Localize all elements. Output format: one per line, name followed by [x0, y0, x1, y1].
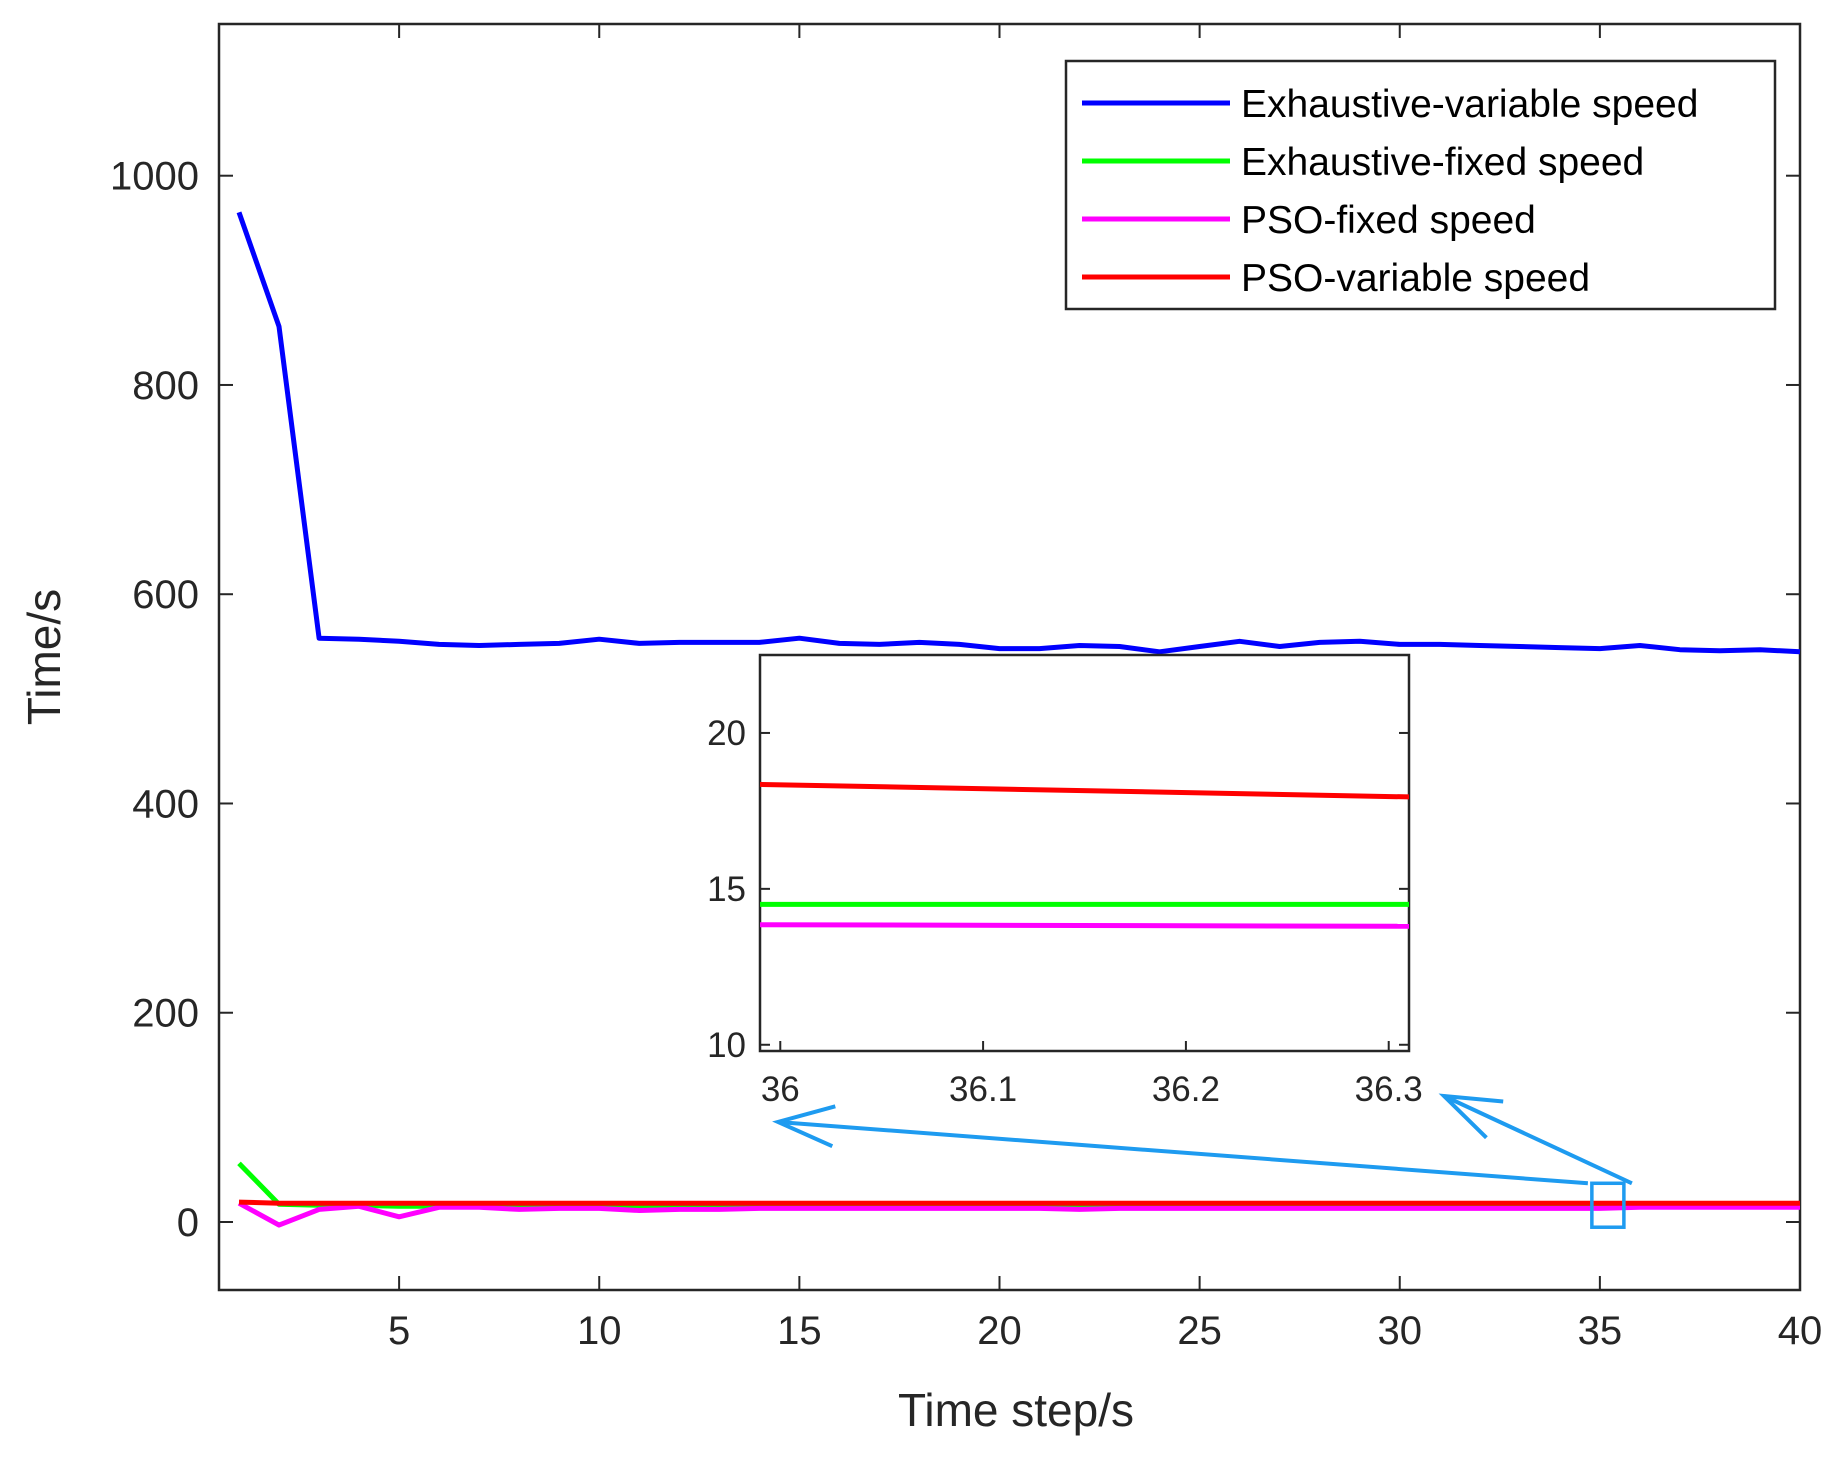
zoom-region-box: [1590, 1181, 1626, 1229]
y-tick-label: 800: [132, 364, 199, 408]
x-tick-label: 5: [388, 1309, 410, 1353]
series-line-exhaustive-variable-speed: [236, 211, 1801, 655]
y-tick-label: 1000: [110, 155, 199, 199]
inset-y-tick-label: 10: [707, 1026, 746, 1065]
inset-axis-ticks: 36 36.1 36.2 36.3 10 15 20: [707, 714, 1423, 1109]
y-tick-label: 400: [132, 782, 199, 826]
legend-label-pso-variable-speed: PSO-variable speed: [1241, 257, 1590, 300]
series-line-pso-fixed-speed: [237, 1201, 1800, 1228]
inset-y-tick-label: 20: [707, 714, 746, 753]
x-tick-label: 20: [977, 1309, 1022, 1353]
main-series-group: [236, 211, 1801, 1228]
y-tick-label: 200: [132, 992, 199, 1036]
x-tick-label: 35: [1578, 1309, 1623, 1353]
x-axis-label: Time step/s: [898, 1384, 1134, 1436]
zoom-arrow-right-head: [1438, 1093, 1504, 1140]
inset-x-tick-label: 36.2: [1152, 1070, 1220, 1109]
x-tick-label: 15: [777, 1309, 822, 1353]
inset-line-pso-variable-speed: [759, 781, 1410, 800]
x-tick-label: 40: [1778, 1309, 1823, 1353]
zoom-annotation: [772, 1093, 1633, 1229]
inset-series-group: [759, 781, 1410, 929]
y-axis-label: Time/s: [18, 589, 70, 725]
y-tick-label: 0: [177, 1201, 199, 1245]
inset-x-tick-label: 36: [761, 1070, 800, 1109]
legend-label-exhaustive-fixed-speed: Exhaustive-fixed speed: [1241, 141, 1644, 184]
inset-line-pso-fixed-speed: [759, 922, 1410, 929]
inset-y-tick-label: 15: [707, 870, 746, 909]
y-tick-label: 600: [132, 573, 199, 617]
inset-plot-area: [758, 653, 1411, 1053]
x-tick-label: 25: [1177, 1309, 1222, 1353]
inset-x-tick-label: 36.1: [949, 1070, 1017, 1109]
legend: Exhaustive-variable speed Exhaustive-fixe…: [1082, 83, 1698, 300]
x-tick-label: 30: [1377, 1309, 1422, 1353]
x-tick-label: 10: [577, 1309, 622, 1353]
legend-label-exhaustive-variable-speed: Exhaustive-variable speed: [1241, 83, 1698, 126]
zoom-arrow-left-shaft: [777, 1120, 1589, 1186]
inset-x-tick-label: 36.3: [1355, 1070, 1423, 1109]
zoom-arrow-right-shaft: [1443, 1094, 1633, 1186]
zoom-arrow-left-head: [772, 1104, 836, 1149]
legend-label-pso-fixed-speed: PSO-fixed speed: [1241, 199, 1536, 242]
series-line-pso-variable-speed: [238, 1199, 1800, 1206]
